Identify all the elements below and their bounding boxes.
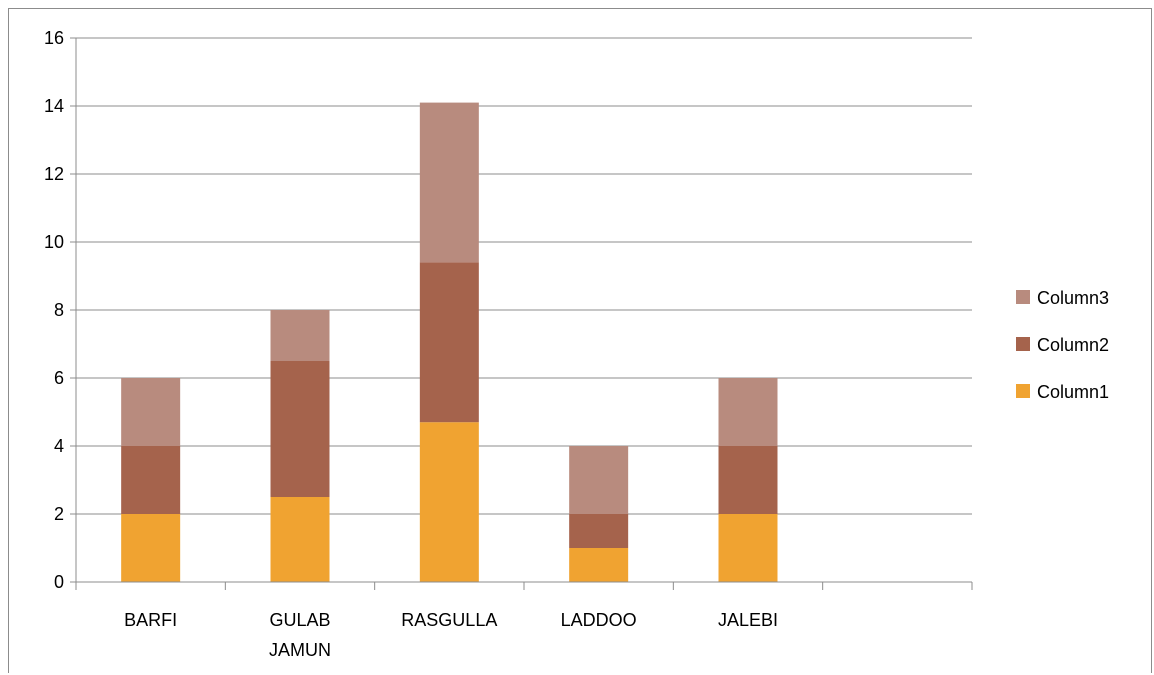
bar-segment-column2 xyxy=(270,361,330,497)
bar-segment-column3 xyxy=(569,446,629,514)
x-category-label: JAMUN xyxy=(269,640,331,660)
y-tick-label: 6 xyxy=(54,368,64,388)
bar-segment-column2 xyxy=(718,446,778,514)
x-category-label: LADDOO xyxy=(561,610,637,630)
legend-label: Column3 xyxy=(1037,288,1109,308)
y-tick-label: 14 xyxy=(44,96,64,116)
y-tick-label: 10 xyxy=(44,232,64,252)
bar-segment-column2 xyxy=(121,446,181,514)
y-tick-label: 4 xyxy=(54,436,64,456)
chart-frame xyxy=(8,8,1152,673)
y-tick-label: 8 xyxy=(54,300,64,320)
bar-segment-column1 xyxy=(419,422,479,582)
bar-segment-column3 xyxy=(270,310,330,361)
x-category-label: GULAB xyxy=(269,610,330,630)
bar-segment-column1 xyxy=(569,548,629,582)
bar-segment-column2 xyxy=(419,262,479,423)
x-category-label: RASGULLA xyxy=(401,610,497,630)
bar-segment-column3 xyxy=(121,378,181,446)
y-tick-label: 12 xyxy=(44,164,64,184)
x-category-label: JALEBI xyxy=(718,610,778,630)
x-category-label: BARFI xyxy=(124,610,177,630)
legend-label: Column2 xyxy=(1037,335,1109,355)
legend-label: Column1 xyxy=(1037,382,1109,402)
y-tick-label: 16 xyxy=(44,28,64,48)
bar-segment-column1 xyxy=(121,514,181,582)
bar-segment-column3 xyxy=(718,378,778,446)
legend-swatch xyxy=(1016,337,1030,351)
legend: Column3 Column2 Column1 xyxy=(1016,288,1109,402)
legend-swatch xyxy=(1016,384,1030,398)
gridlines xyxy=(76,37,972,515)
bar-segment-column1 xyxy=(718,514,778,582)
bars xyxy=(121,102,778,582)
axes: 0 2 4 6 8 10 12 14 16 BARFI GULAB JAMUN RASGULLA LADD… xyxy=(44,28,973,660)
bar-segment-column3 xyxy=(419,102,479,263)
y-tick-label: 2 xyxy=(54,504,64,524)
y-tick-label: 0 xyxy=(54,572,64,592)
legend-swatch xyxy=(1016,290,1030,304)
bar-segment-column1 xyxy=(270,497,330,582)
bar-segment-column2 xyxy=(569,514,629,548)
